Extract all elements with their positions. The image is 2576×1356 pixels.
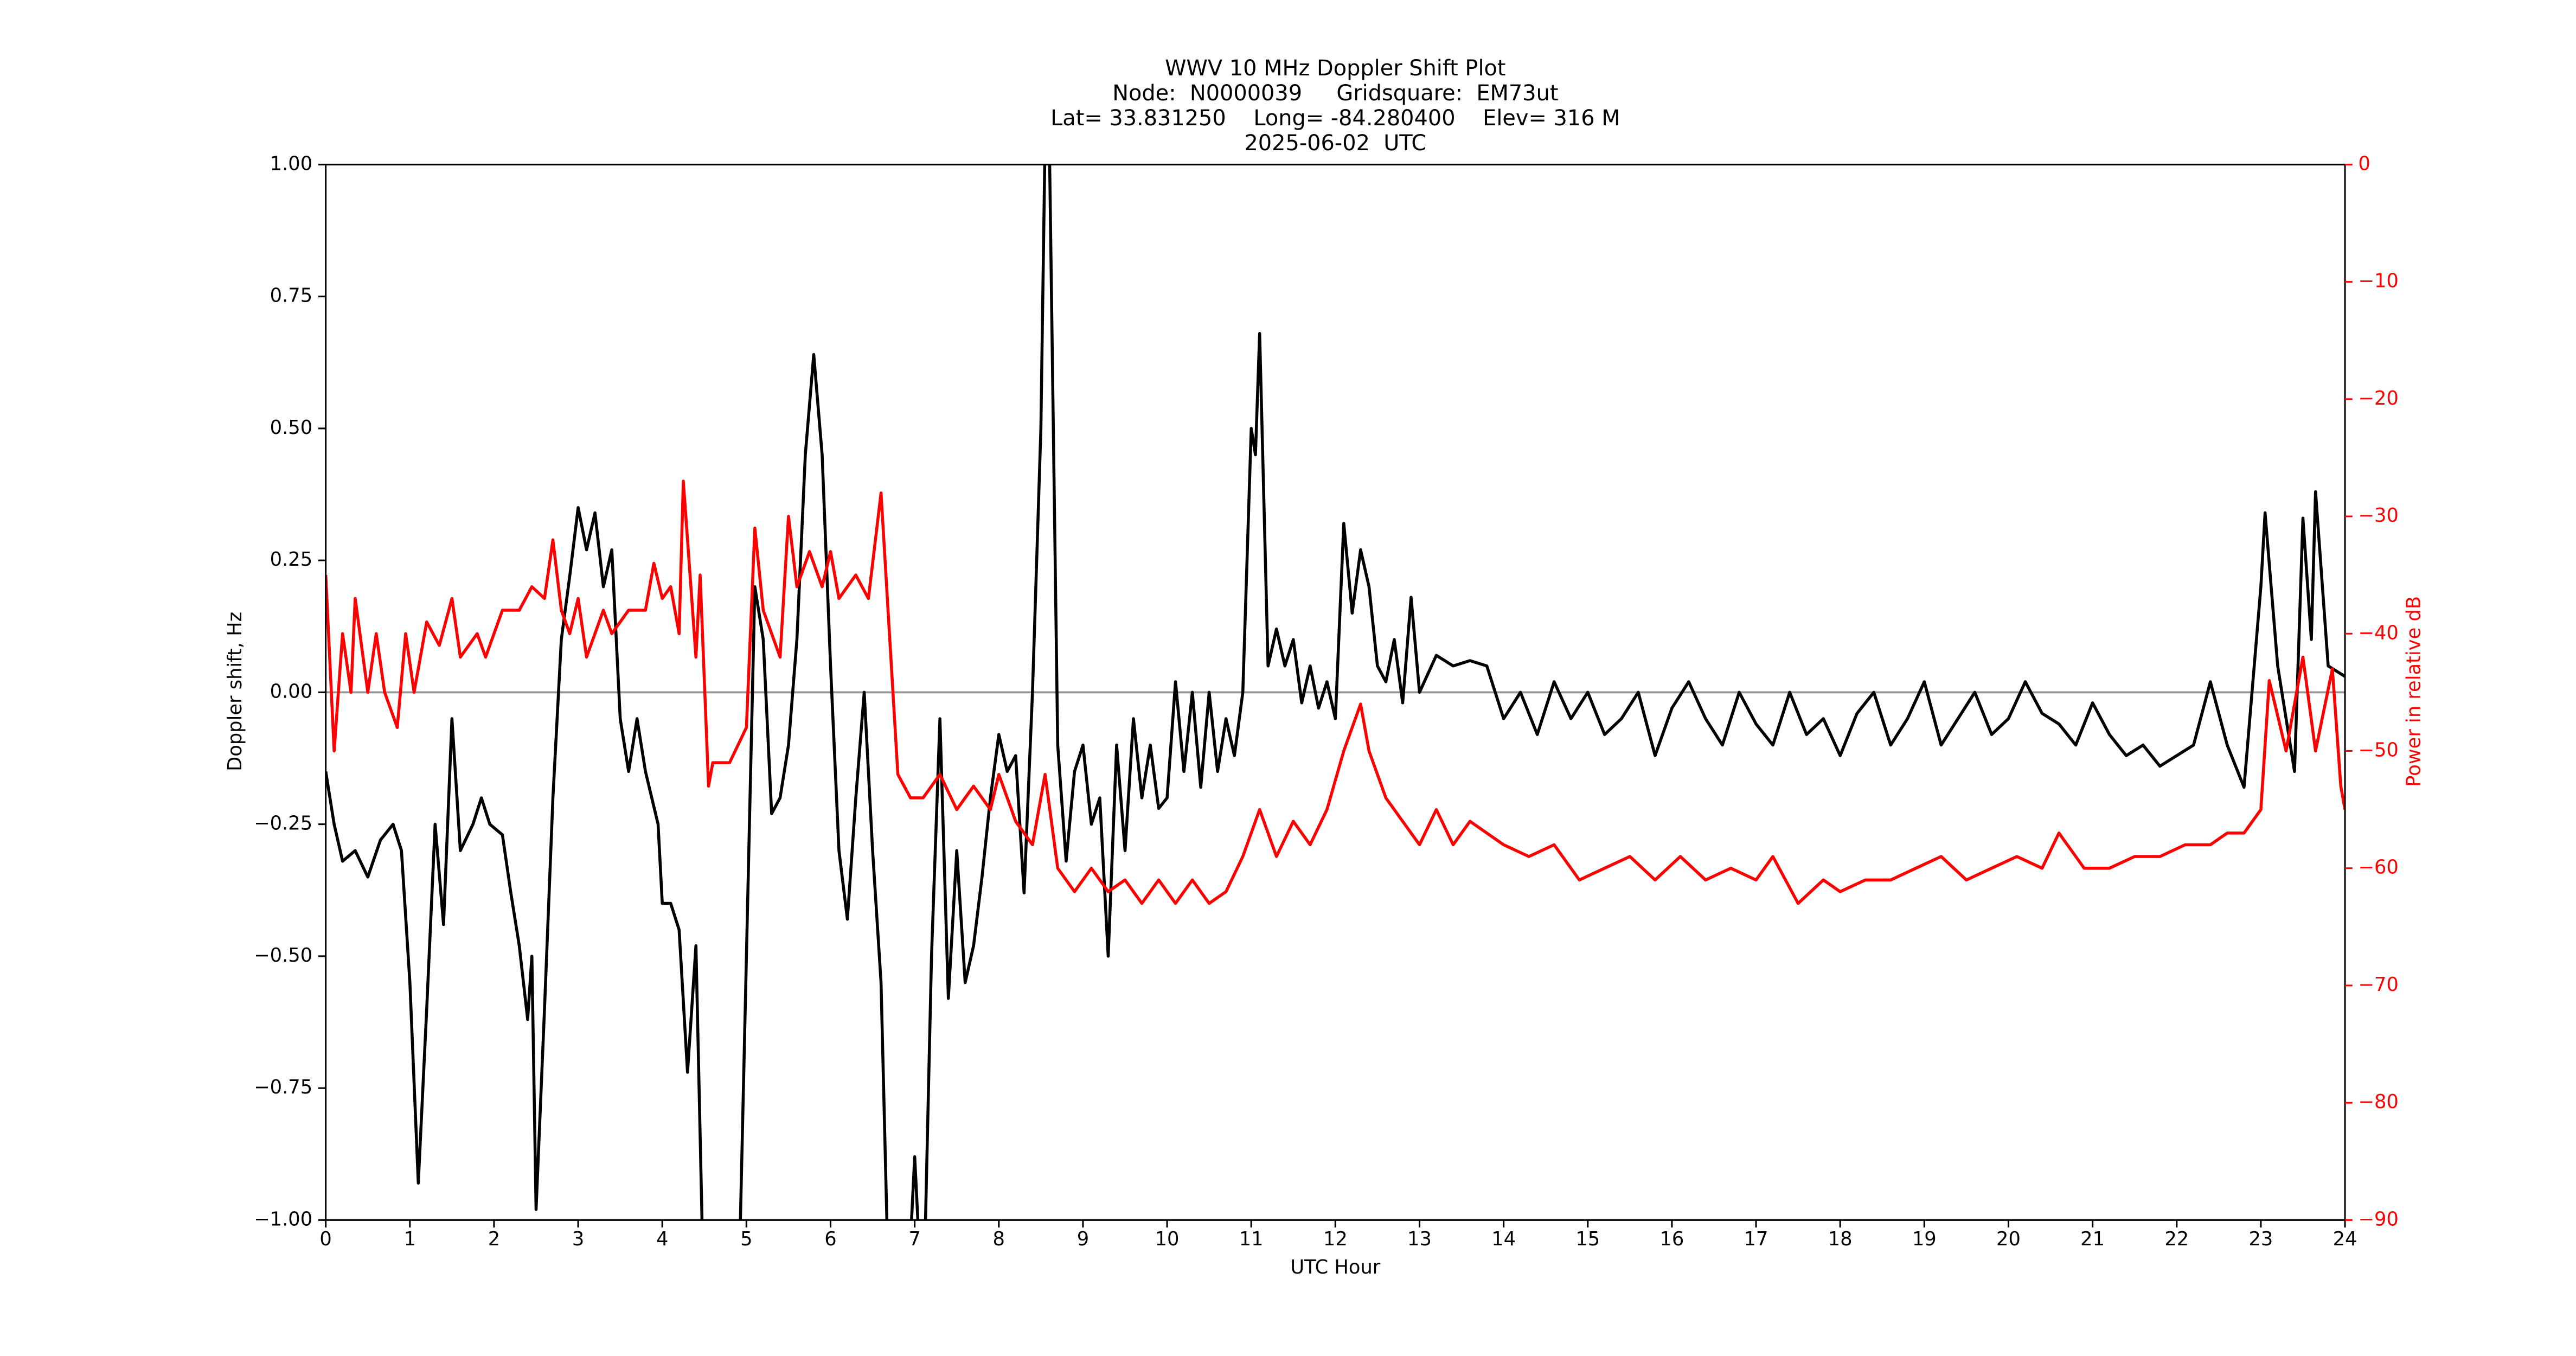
y-tick-label: −1.00	[254, 1208, 312, 1230]
x-tick-label: 0	[319, 1228, 331, 1250]
x-axis-label: UTC Hour	[1290, 1256, 1380, 1278]
chart-subtitle: 2025-06-02 UTC	[1244, 131, 1426, 156]
x-tick-label: 19	[1912, 1228, 1937, 1250]
x-tick-label: 6	[824, 1228, 836, 1250]
plot-area	[325, 164, 2346, 1220]
y-axis-label: Doppler shift, Hz	[224, 612, 246, 771]
x-tick-label: 5	[740, 1228, 752, 1250]
y2-tick-label: −10	[2359, 270, 2399, 292]
x-tick-label: 7	[908, 1228, 920, 1250]
x-tick-label: 9	[1077, 1228, 1089, 1250]
y2-tick-label: −70	[2359, 974, 2399, 996]
y2-tick-label: −50	[2359, 739, 2399, 761]
x-tick-label: 20	[1996, 1228, 2021, 1250]
y-tick-label: 0.25	[270, 548, 312, 571]
y-tick-label: −0.25	[254, 813, 312, 835]
x-tick-label: 17	[1744, 1228, 1768, 1250]
y-tick-label: 1.00	[270, 152, 312, 175]
x-tick-label: 10	[1155, 1228, 1180, 1250]
x-tick-label: 21	[2080, 1228, 2105, 1250]
x-tick-label: 16	[1659, 1228, 1684, 1250]
x-tick-label: 3	[572, 1228, 584, 1250]
y-tick-label: −0.50	[254, 944, 312, 967]
y-tick-label: 0.75	[270, 285, 312, 307]
chart-title: WWV 10 MHz Doppler Shift Plot	[1165, 56, 1505, 81]
y2-axis-label: Power in relative dB	[2403, 596, 2425, 787]
x-tick-label: 4	[656, 1228, 668, 1250]
x-tick-label: 13	[1407, 1228, 1432, 1250]
y-tick-label: −0.75	[254, 1076, 312, 1098]
x-tick-label: 12	[1323, 1228, 1348, 1250]
x-tick-label: 22	[2164, 1228, 2189, 1250]
x-tick-label: 8	[993, 1228, 1005, 1250]
y-tick-label: 0.00	[270, 680, 312, 702]
chart-subtitle: Lat= 33.831250 Long= -84.280400 Elev= 31…	[1050, 106, 1620, 131]
y2-tick-label: −40	[2359, 622, 2399, 644]
y2-tick-label: −80	[2359, 1091, 2399, 1113]
x-tick-label: 18	[1828, 1228, 1853, 1250]
y2-tick-label: −20	[2359, 387, 2399, 410]
x-tick-label: 23	[2248, 1228, 2273, 1250]
x-tick-label: 1	[404, 1228, 416, 1250]
x-tick-label: 2	[488, 1228, 500, 1250]
x-tick-label: 11	[1239, 1228, 1264, 1250]
y2-tick-label: 0	[2359, 152, 2370, 175]
data-line	[325, 479, 2346, 905]
x-tick-label: 14	[1491, 1228, 1516, 1250]
data-line	[325, 164, 2346, 1220]
y2-tick-label: −60	[2359, 856, 2399, 879]
chart-subtitle: Node: N0000039 Gridsquare: EM73ut	[1112, 81, 1558, 106]
y2-tick-label: −30	[2359, 504, 2399, 527]
x-tick-label: 15	[1575, 1228, 1600, 1250]
y-tick-label: 0.50	[270, 417, 312, 439]
y2-tick-label: −90	[2359, 1208, 2399, 1230]
x-tick-label: 24	[2333, 1228, 2357, 1250]
